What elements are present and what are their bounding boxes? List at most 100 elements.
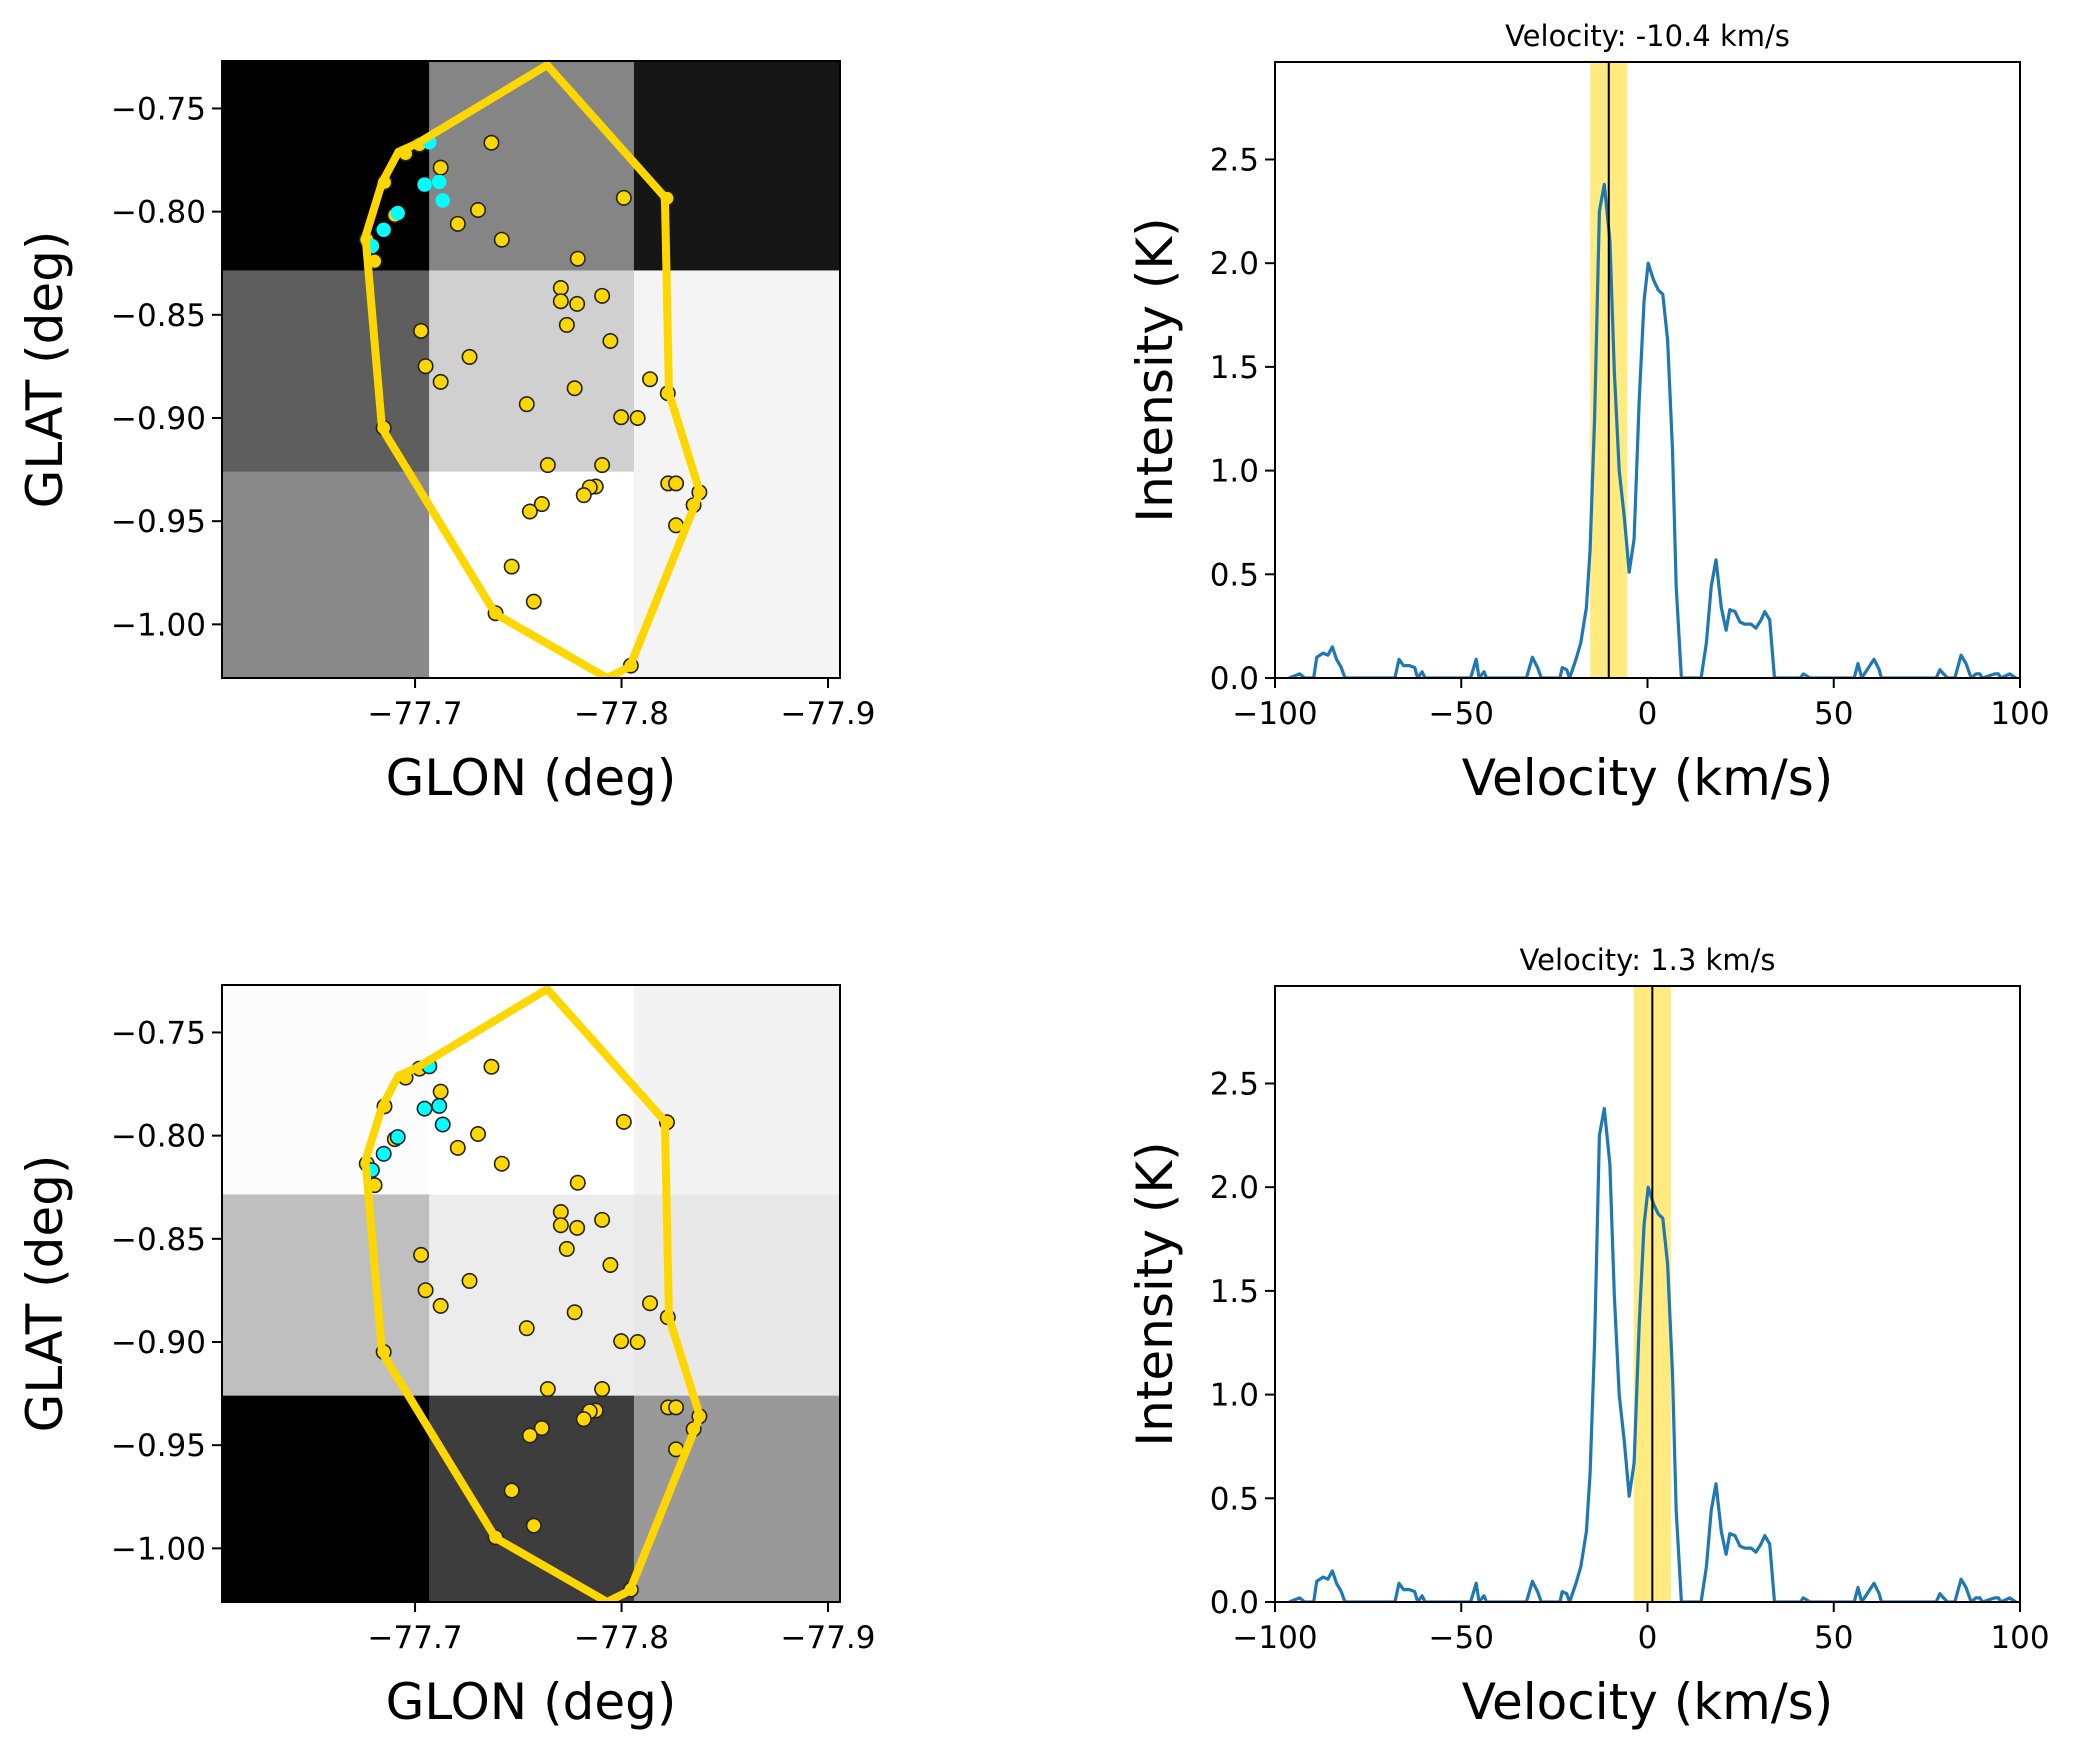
x-tick-label: −100	[1232, 1620, 1317, 1656]
source-point-yellow	[642, 371, 659, 388]
source-point-yellow	[470, 201, 487, 218]
image-pixel	[222, 471, 430, 679]
source-point-yellow	[432, 159, 449, 176]
image-pixel	[429, 471, 635, 679]
y-tick-label: −1.00	[111, 1531, 206, 1567]
y-tick-label: −0.90	[111, 401, 206, 437]
x-tick-label: 50	[1814, 696, 1853, 732]
source-point-yellow	[629, 409, 646, 426]
y-tick-label: −0.75	[111, 91, 206, 127]
source-point-cyan	[390, 205, 405, 221]
source-point-yellow	[613, 1333, 630, 1350]
y-axis-label: GLAT (deg)	[16, 1155, 74, 1433]
source-point-yellow	[629, 1333, 646, 1350]
region-contour-polygon	[361, 61, 705, 678]
image-pixel	[429, 1395, 635, 1603]
y-axis-label: Intensity (K)	[1126, 1141, 1184, 1446]
y-axis-label: GLAT (deg)	[16, 231, 74, 509]
source-point-yellow	[483, 1058, 500, 1075]
y-tick-label: −0.90	[111, 1325, 206, 1361]
x-tick-label: −50	[1429, 696, 1494, 732]
y-tick-label: 1.0	[1210, 1378, 1259, 1414]
y-tick-label: 0.5	[1210, 557, 1259, 593]
y-axis-label: Intensity (K)	[1126, 217, 1184, 522]
intensity-image	[222, 61, 841, 679]
spectrum-line	[1288, 182, 2017, 678]
source-point-yellow	[594, 457, 611, 474]
source-point-yellow	[493, 1155, 510, 1172]
source-point-yellow	[503, 558, 520, 575]
source-point-yellow	[533, 496, 550, 513]
x-tick-label: 0	[1638, 696, 1658, 732]
y-tick-label: −0.75	[111, 1015, 206, 1051]
source-point-yellow	[594, 1211, 611, 1228]
source-point-yellow	[594, 1381, 611, 1398]
image-pixel	[222, 270, 430, 473]
x-tick-label: −50	[1429, 1620, 1494, 1656]
x-tick-label: 100	[1990, 1620, 2049, 1656]
x-axis-label: GLON (deg)	[386, 749, 677, 807]
source-point-yellow	[503, 1482, 520, 1499]
source-point-cyan	[434, 1116, 451, 1133]
image-pixel	[222, 1395, 430, 1603]
x-tick-label: −100	[1232, 696, 1317, 732]
source-point-cyan	[431, 1097, 448, 1114]
source-point-yellow	[470, 1125, 487, 1142]
source-point-yellow	[552, 293, 569, 310]
source-point-cyan	[435, 193, 450, 208]
source-point-yellow	[602, 1257, 619, 1274]
image-pixel	[429, 270, 635, 473]
y-tick-label: 2.0	[1210, 1170, 1259, 1206]
source-point-yellow	[521, 1427, 538, 1444]
y-tick-label: 0.5	[1210, 1481, 1259, 1517]
x-tick-label: 0	[1638, 1620, 1658, 1656]
x-tick-label: −77.9	[781, 1620, 876, 1656]
source-point-yellow	[432, 1083, 449, 1100]
source-point-yellow	[449, 215, 466, 232]
source-point-yellow	[413, 322, 430, 339]
source-point-yellow	[594, 287, 611, 304]
source-point-yellow	[575, 487, 592, 504]
chart-title: Velocity: 1.3 km/s	[1520, 943, 1776, 977]
source-point-yellow	[602, 333, 619, 350]
map-bottom-panel: −77.7 −77.8 −77.9 −0.75 −0.80 −0.85 −0.90 −0.95…	[16, 984, 876, 1731]
axes-frame	[221, 60, 841, 679]
source-point-yellow	[518, 1320, 535, 1337]
source-point-yellow	[552, 1217, 569, 1234]
source-point-yellow	[525, 1517, 542, 1534]
source-point-yellow	[558, 1240, 575, 1257]
y-tick-label: 2.0	[1210, 246, 1259, 282]
source-point-yellow	[533, 1420, 550, 1437]
source-point-yellow	[493, 231, 510, 248]
x-tick-label: 100	[1990, 696, 2049, 732]
y-tick-label: −0.80	[111, 1119, 206, 1155]
source-point-yellow	[552, 1203, 569, 1220]
x-axis-label: Velocity (km/s)	[1462, 749, 1834, 807]
source-point-yellow	[432, 1297, 449, 1314]
source-point-yellow	[668, 475, 685, 492]
source-point-yellow	[539, 457, 556, 474]
source-point-yellow	[432, 373, 449, 390]
x-tick-label: 50	[1814, 1620, 1853, 1656]
source-point-yellow	[615, 1113, 632, 1130]
source-point-yellow	[575, 1411, 592, 1428]
x-tick-label: −77.7	[368, 696, 463, 732]
source-point-yellow	[525, 593, 542, 610]
y-tick-label: 0.0	[1210, 1585, 1259, 1621]
map-top-panel: −77.7 −77.8 −77.9 −0.75 −0.80 −0.85 −0.90 −0.95…	[16, 60, 876, 807]
source-point-cyan	[416, 1100, 433, 1117]
source-point-yellow	[483, 134, 500, 151]
y-tick-label: −0.95	[111, 504, 206, 540]
spectrum-bottom-panel: −100 −50 0 50 100 0.0 0.5 1.0 1.5 2.0 2.5 Velocity:…	[1126, 943, 2050, 1731]
source-point-cyan	[376, 222, 391, 237]
image-pixel	[429, 985, 635, 1195]
spectrum-line	[1288, 1106, 2017, 1602]
x-tick-label: −77.8	[574, 696, 669, 732]
source-point-cyan	[389, 1129, 406, 1146]
source-point-yellow	[569, 1219, 586, 1236]
image-pixel	[429, 61, 635, 271]
y-tick-label: 2.5	[1210, 1066, 1259, 1102]
x-tick-label: −77.9	[781, 696, 876, 732]
y-tick-label: 2.5	[1210, 142, 1259, 178]
